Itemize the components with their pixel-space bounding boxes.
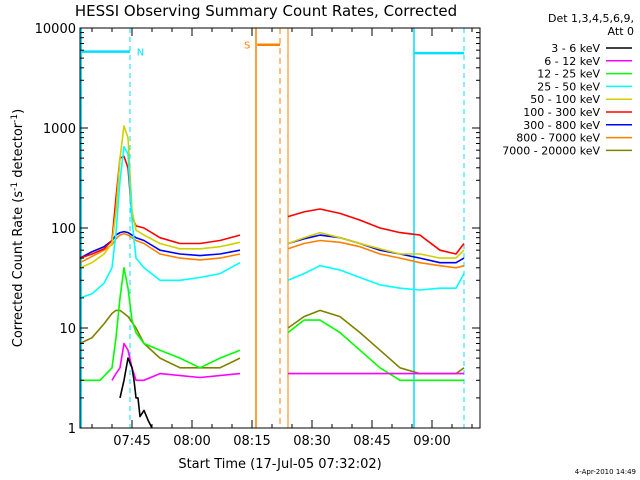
series-line-3-seg1: [80, 267, 241, 382]
generation-timestamp: 4-Apr-2010 14:49: [575, 468, 636, 476]
x-tick-label: 08:15: [233, 434, 270, 449]
y-axis-label-sup: -1: [10, 182, 20, 191]
saa-gap: [256, 28, 286, 428]
series-line-5-seg2: [287, 231, 465, 259]
flag-label-n: N: [137, 48, 144, 59]
series-line-7-seg2: [287, 234, 465, 264]
y-tick-label: 10000: [35, 22, 76, 37]
series-line-1-seg1: [119, 357, 153, 429]
x-axis-label: Start Time (17-Jul-05 07:32:02): [178, 457, 381, 472]
series-line-9-seg1: [79, 309, 241, 369]
plot-area: NS: [79, 28, 465, 429]
y-tick-label: 1000: [43, 122, 76, 137]
legend-label-1: 3 - 6 keV: [551, 42, 600, 55]
y-tick-label: 100: [51, 222, 76, 237]
legend-label-6: 100 - 300 keV: [523, 106, 600, 119]
axes: 1 10 100 1000 10000 07:45 08:00 08:15 08:30 08:45…: [35, 22, 480, 449]
legend-header-line1: Det 1,3,4,5,6,9,: [548, 12, 634, 25]
y-axis-label: Corrected Count Rate (s-1 detector-1): [10, 109, 26, 347]
series-line-4-seg1: [79, 145, 241, 299]
legend-label-2: 6 - 12 keV: [544, 55, 600, 68]
legend-label-3: 12 - 25 keV: [537, 68, 600, 81]
series-line-8-seg2: [287, 239, 465, 269]
x-tick-label: 07:45: [113, 434, 150, 449]
x-tick-label: 08:30: [293, 434, 330, 449]
legend-header-line2: Att 0: [608, 25, 634, 38]
chart-title: HESSI Observing Summary Count Rates, Cor…: [75, 2, 457, 20]
y-tick-label: 10: [59, 322, 76, 337]
flag-label-s: S: [244, 41, 250, 52]
y-tick-label: 1: [68, 422, 76, 437]
series-line-6-seg2: [287, 208, 465, 255]
series-line-3-seg2: [287, 319, 464, 382]
x-tick-label: 09:00: [413, 434, 450, 449]
y-axis-label-mid: detector: [11, 122, 26, 182]
y-axis-label-sup2: -1: [10, 114, 20, 123]
y-axis-label-main: Corrected Count Rate (s: [11, 191, 26, 348]
x-tick-label: 08:00: [173, 434, 210, 449]
legend-label-9: 7000 - 20000 keV: [502, 144, 600, 157]
x-tick-label: 08:45: [353, 434, 390, 449]
legend-label-4: 25 - 50 keV: [537, 80, 600, 93]
legend-label-5: 50 - 100 keV: [530, 93, 600, 106]
legend-label-8: 800 - 7000 keV: [516, 132, 600, 145]
legend-label-7: 300 - 800 keV: [523, 119, 600, 132]
series-line-4-seg2: [287, 264, 465, 291]
y-axis-label-end: ): [11, 109, 26, 114]
